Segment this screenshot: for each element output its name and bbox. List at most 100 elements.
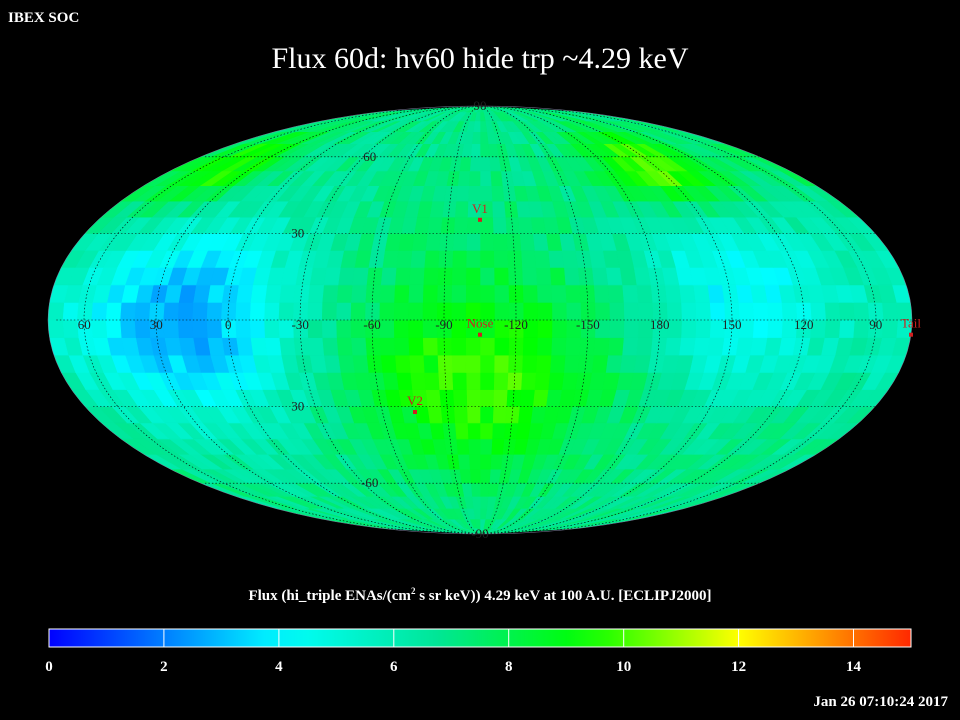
flux-cell [766,319,783,338]
flux-cell [537,302,553,321]
lon-tick-label: 0 [225,317,232,332]
lon-tick-label: 90 [869,317,882,332]
flux-cell [321,337,339,356]
flux-cell [350,337,367,356]
flux-cell [479,453,492,470]
flux-cell [479,156,491,172]
flux-cell [838,319,855,338]
flux-cell [479,507,488,520]
flux-cell [490,438,505,455]
flux-cell [491,200,506,218]
flux-cell [591,354,609,373]
colorbar: 0 2 4 6 8 10 12 14 [45,628,912,675]
flux-cell [278,284,296,303]
flux-cell [551,319,567,338]
flux-cell [366,267,383,286]
marker-label: V1 [472,201,488,216]
flux-cell [378,319,395,338]
flux-cell [422,267,439,286]
flux-cell [337,267,355,286]
flux-cell [664,337,682,356]
flux-cell [437,372,454,390]
flux-cell [425,389,441,407]
flux-cell [119,302,136,321]
flux-cell [450,337,467,356]
flux-cell [422,337,438,356]
flux-cell [335,302,352,321]
flux-cell [824,302,841,321]
flux-cell [635,337,653,356]
flux-cell [380,354,397,373]
flux-cell [534,372,551,390]
flux-cell [467,185,481,202]
flux-cell [306,319,323,338]
flux-cell [423,372,440,390]
flux-cell [635,284,653,303]
flux-cell [90,319,108,338]
flux-cell [455,185,470,202]
flux-cell [263,302,280,321]
flux-cell [465,267,481,286]
flux-cell [249,319,266,338]
flux-cell [250,284,268,303]
flux-cell [134,302,151,321]
colorbar-tick-label: 12 [731,659,746,675]
flux-cell [534,250,551,268]
flux-cell [306,302,323,321]
colorbar-tick-label: 4 [275,659,283,675]
marker-v1: V1 [472,201,488,222]
flux-cell [465,250,481,268]
flux-cell [393,337,410,356]
colorbar-title-part1: Flux (hi_triple ENAs/(cm [248,588,411,604]
flux-cell [378,302,395,321]
flux-cell [395,250,413,268]
flux-cell [881,319,898,338]
flux-cell [191,302,208,321]
flux-cell [457,453,471,470]
flux-cell [206,302,223,321]
flux-cell [465,372,481,390]
flux-cell [450,302,466,321]
flux-cell [62,302,79,321]
flux-cell [692,337,710,356]
meridian-line [479,106,805,534]
flux-cell [451,354,467,373]
flux-cell [394,267,411,286]
flux-cell [479,337,495,356]
flux-cell [535,354,552,373]
flux-cell [623,302,639,321]
flux-cell [535,267,552,286]
marker-label: Nose [467,316,494,331]
flux-cell [479,406,494,424]
flux-cell [545,233,563,251]
flux-cell [593,337,610,356]
flux-cell [379,284,396,303]
flux-cell [466,233,481,251]
flux-cell [522,284,538,303]
flux-cell [489,170,503,186]
flux-cell [450,319,466,338]
flux-cell [577,267,594,286]
flux-cell [881,302,898,321]
flux-cell [425,233,441,251]
flux-cell [706,337,725,356]
soc-label: IBEX SOC [8,10,80,26]
flux-cell [451,372,467,390]
flux-cell [479,438,493,455]
flux-cell [278,337,296,356]
flux-cell [492,216,507,234]
marker-dot [478,217,482,222]
graticule [55,106,912,534]
flux-cell [579,337,596,356]
flux-cell [489,453,503,470]
flux-cell [381,372,399,390]
flux-cell [407,284,424,303]
flux-cell [453,216,468,234]
flux-cell [664,284,682,303]
marker-dot [478,332,482,337]
flux-cell [457,170,471,186]
flux-cell [407,302,423,321]
lat-tick-label: 30 [291,399,304,414]
flux-cell [550,284,567,303]
flux-cell [549,267,566,286]
